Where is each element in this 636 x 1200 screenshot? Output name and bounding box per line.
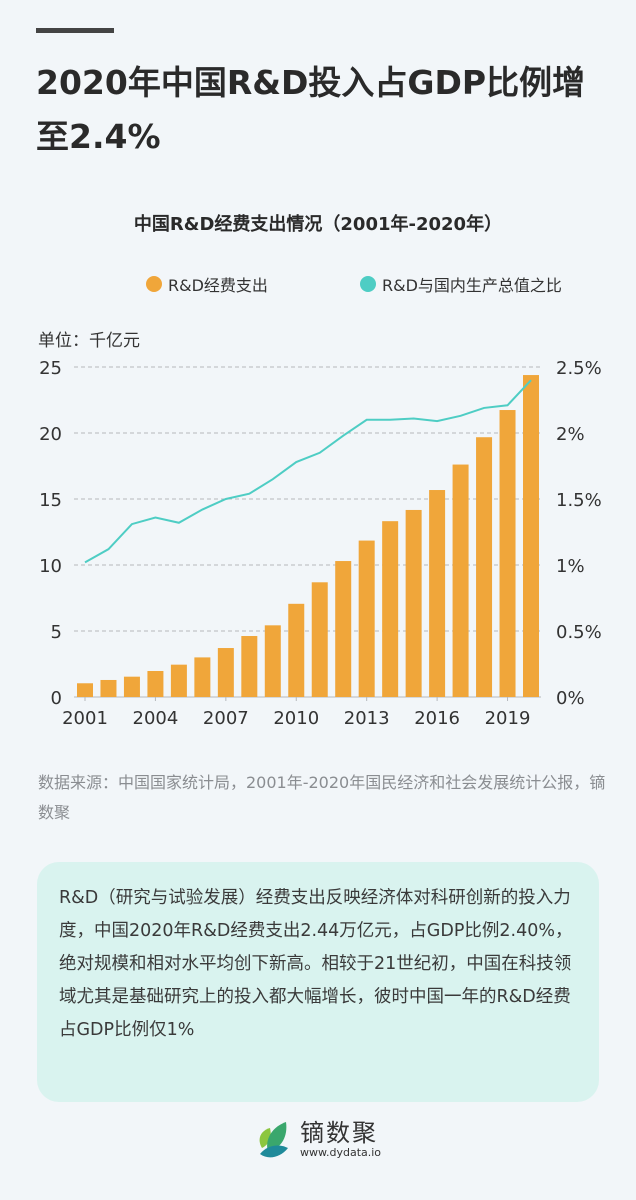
page-title: 2020年中国R&D投入占GDP比例增至2.4% xyxy=(36,63,586,156)
logo-url: www.dydata.io xyxy=(300,1145,382,1159)
x-tick-label: 2010 xyxy=(273,708,319,729)
legend-item-bar: R&D经费支出 xyxy=(146,272,268,296)
bar-2010 xyxy=(288,603,305,697)
bar-2020 xyxy=(523,375,539,697)
logo-name: 镝数聚 xyxy=(300,1118,378,1147)
x-tick-label: 2013 xyxy=(344,708,390,729)
ratio-line xyxy=(84,379,532,564)
y-tick-label-right: 1.5% xyxy=(556,490,602,511)
y-tick-label-right: 0% xyxy=(556,688,585,709)
x-tick-label: 2001 xyxy=(62,708,108,729)
leaf-logo-icon xyxy=(259,1122,288,1158)
bar-2015 xyxy=(405,509,422,697)
legend-item-line: R&D与国内生产总值之比 xyxy=(360,272,562,296)
y-tick-label-left: 10 xyxy=(39,556,62,577)
summary-card: R&D（研究与试验发展）经费支出反映经济体对科研创新的投入力度，中国2020年R… xyxy=(37,862,599,1102)
y-tick-label-right: 0.5% xyxy=(556,622,602,643)
title-accent-bar xyxy=(36,28,114,33)
y-tick-label-left: 15 xyxy=(39,490,62,511)
legend-label-bar: R&D经费支出 xyxy=(168,276,268,295)
x-tick-label: 2019 xyxy=(485,708,531,729)
y-tick-label-left: 25 xyxy=(39,358,62,379)
logo: 镝数聚 www.dydata.io xyxy=(254,1118,381,1160)
legend-swatch-bar xyxy=(146,276,162,292)
bar-2014 xyxy=(382,521,399,697)
bar-2006 xyxy=(194,657,211,697)
y-tick-label-right: 1% xyxy=(556,556,585,577)
y-tick-label-right: 2.5% xyxy=(556,358,602,379)
legend-label-line: R&D与国内生产总值之比 xyxy=(382,276,562,295)
bar-2001 xyxy=(77,683,93,697)
x-tick-label: 2004 xyxy=(133,708,179,729)
y-tick-label-left: 20 xyxy=(39,424,62,445)
bar-2008 xyxy=(241,636,258,697)
x-tick-label: 2016 xyxy=(414,708,460,729)
summary-text: R&D（研究与试验发展）经费支出反映经济体对科研创新的投入力度，中国2020年R… xyxy=(59,888,573,1040)
bar-2017 xyxy=(452,464,469,697)
bar-2019 xyxy=(499,410,516,697)
chart: 0 0% 5 0.5% 10 1% 15 1.5% 20 2% 25 2.5% 2001 2004 2007… xyxy=(39,358,602,729)
bar-2016 xyxy=(429,490,446,697)
source-note: 数据来源：中国国家统计局，2001年-2020年国民经济和社会发展统计公报，镝数… xyxy=(38,773,606,822)
bar-2002 xyxy=(100,679,117,697)
chart-title: 中国R&D经费支出情况（2001年-2020年） xyxy=(133,214,503,235)
legend-swatch-line xyxy=(360,276,376,292)
bar-2013 xyxy=(358,540,375,697)
bar-2012 xyxy=(335,561,352,697)
bar-2018 xyxy=(476,437,493,697)
bar-2005 xyxy=(170,664,187,697)
y-tick-label-left: 0 xyxy=(51,688,62,709)
x-tick-label: 2007 xyxy=(203,708,249,729)
bar-2003 xyxy=(123,676,140,697)
bar-2004 xyxy=(147,670,164,697)
y-tick-label-right: 2% xyxy=(556,424,585,445)
bar-2009 xyxy=(264,625,281,697)
y-tick-label-left: 5 xyxy=(51,622,62,643)
bar-2011 xyxy=(311,582,328,697)
bar-2007 xyxy=(217,648,234,697)
unit-label: 单位：千亿元 xyxy=(38,331,140,351)
